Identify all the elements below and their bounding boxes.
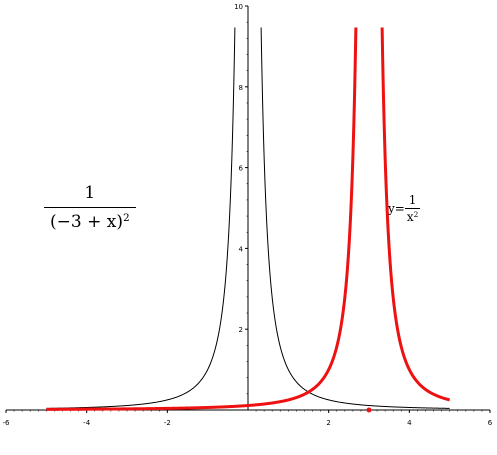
x-tick-label: -6 — [3, 419, 11, 427]
pole-marker — [366, 407, 372, 413]
denominator-base: x — [406, 210, 414, 224]
y-tick-label: 2 — [239, 326, 243, 334]
x-tick-label: -2 — [164, 419, 171, 427]
fraction: 1 x2 — [404, 193, 421, 224]
curves — [45, 27, 451, 413]
fraction-denominator: x2 — [404, 208, 421, 224]
x-tick-label: 6 — [488, 419, 493, 427]
series-line-shifted — [45, 27, 451, 411]
equation-label-shifted: 1 (−3 + x)2 — [44, 183, 136, 232]
y-tick-label: 4 — [239, 245, 244, 253]
fraction: 1 (−3 + x)2 — [44, 183, 136, 232]
fraction-numerator: 1 — [408, 193, 417, 207]
y-tick-label: 6 — [239, 165, 244, 173]
equation-label-base: y= 1 x2 — [388, 193, 421, 224]
x-tick-label: -4 — [83, 419, 91, 427]
x-tick-label: 4 — [407, 419, 412, 427]
denominator-base: (−3 + x) — [50, 212, 123, 232]
equation-prefix: y= — [388, 201, 405, 216]
tick-labels: -6 -4 -2 2 4 6 2 4 6 8 10 — [3, 3, 493, 427]
y-tick-label: 8 — [239, 84, 243, 92]
denominator-exponent: 2 — [413, 209, 419, 219]
denominator-exponent: 2 — [122, 212, 130, 225]
y-tick-label: 10 — [234, 3, 243, 11]
x-tick-label: 2 — [326, 419, 330, 427]
fraction-numerator: 1 — [84, 183, 96, 203]
fraction-denominator: (−3 + x)2 — [44, 207, 136, 232]
